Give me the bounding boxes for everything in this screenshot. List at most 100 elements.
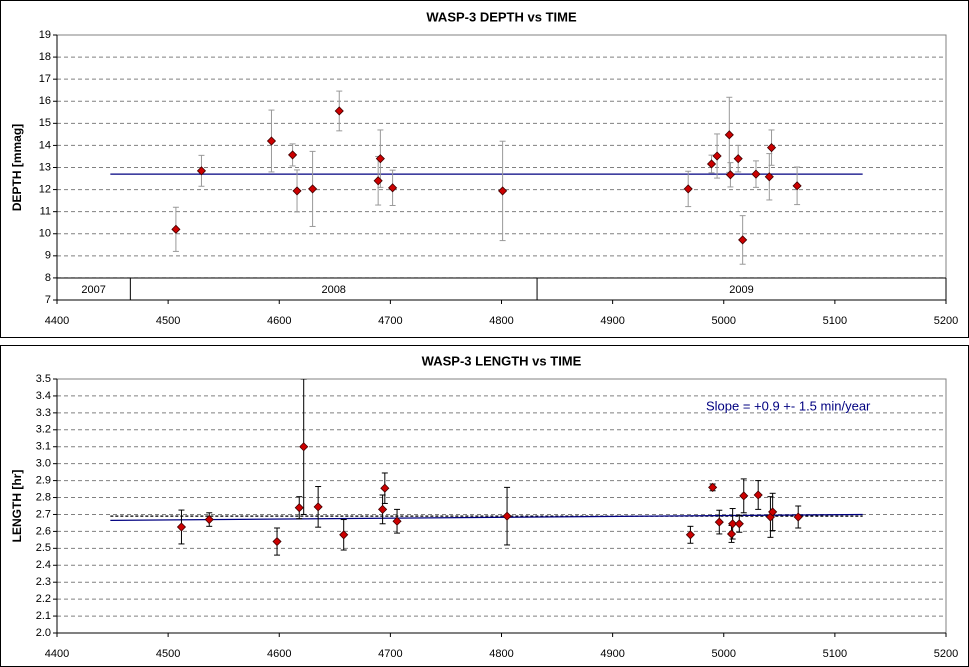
y-tick-label: 13: [39, 161, 51, 173]
data-point: [738, 235, 748, 245]
x-tick-label: 4900: [600, 315, 624, 327]
data-point: [388, 183, 398, 193]
y-tick-label: 16: [39, 95, 51, 107]
data-point: [766, 143, 777, 153]
data-point: [751, 169, 761, 179]
data-point: [725, 170, 735, 180]
y-tick-label: 2.7: [36, 508, 51, 520]
data-point: [726, 529, 737, 539]
year-label: 2007: [81, 284, 105, 296]
data-point: [724, 130, 734, 140]
data-point: [683, 184, 693, 194]
data-point: [204, 514, 214, 525]
data-point: [266, 136, 277, 146]
data-point: [378, 504, 388, 514]
y-tick-label: 10: [39, 228, 51, 240]
x-tick-label: 4500: [156, 648, 180, 660]
y-axis-label: DEPTH [mmag]: [10, 124, 24, 211]
x-tick-label: 5100: [823, 648, 847, 660]
data-point: [272, 536, 282, 547]
data-point: [753, 490, 763, 500]
data-point: [792, 181, 802, 191]
data-point: [739, 491, 749, 501]
x-tick-label: 4700: [378, 315, 402, 327]
data-point: [334, 106, 344, 116]
data-point: [288, 150, 298, 160]
chart-title: WASP-3 LENGTH vs TIME: [422, 353, 582, 368]
x-tick-label: 4400: [45, 648, 69, 660]
x-tick-label: 5000: [712, 315, 736, 327]
y-tick-label: 14: [39, 139, 51, 151]
data-point: [685, 530, 695, 540]
data-point: [733, 154, 743, 164]
x-tick-label: 4600: [267, 648, 291, 660]
y-tick-label: 3.5: [36, 373, 51, 385]
x-tick-label: 5000: [712, 648, 736, 660]
y-tick-label: 19: [39, 29, 51, 41]
data-point: [299, 442, 309, 452]
data-point: [764, 172, 774, 182]
y-tick-label: 3.4: [36, 390, 51, 402]
y-tick-label: 9: [45, 250, 51, 262]
data-point: [373, 176, 383, 186]
x-tick-label: 4800: [489, 315, 513, 327]
x-tick-label: 4700: [378, 648, 402, 660]
data-point: [392, 516, 402, 526]
y-tick-label: 7: [45, 294, 51, 306]
y-tick-label: 3.0: [36, 458, 51, 470]
y-tick-label: 2.1: [36, 610, 51, 622]
y-tick-label: 3.1: [36, 441, 51, 453]
data-point: [793, 512, 803, 522]
data-point: [176, 522, 187, 532]
y-tick-label: 2.2: [36, 593, 51, 605]
data-point: [708, 482, 718, 492]
year-label: 2008: [321, 284, 345, 296]
data-point: [714, 517, 724, 527]
x-tick-label: 4600: [267, 315, 291, 327]
y-tick-label: 12: [39, 183, 51, 195]
plot-area: [56, 378, 947, 634]
y-axis-label: LENGTH [hr]: [10, 470, 24, 543]
data-point: [292, 186, 302, 196]
x-tick-label: 4500: [156, 315, 180, 327]
x-tick-label: 5100: [823, 315, 847, 327]
data-point: [313, 502, 323, 512]
chart-title: WASP-3 DEPTH vs TIME: [426, 9, 577, 24]
y-tick-label: 17: [39, 73, 51, 85]
y-tick-label: 8: [45, 272, 51, 284]
y-tick-label: 2.6: [36, 525, 51, 537]
y-tick-label: 2.9: [36, 475, 51, 487]
data-point: [294, 503, 304, 513]
year-label: 2009: [729, 284, 753, 296]
data-point: [380, 483, 390, 493]
data-point: [768, 507, 778, 517]
y-tick-label: 2.5: [36, 542, 51, 554]
y-tick-label: 3.3: [36, 407, 51, 419]
y-tick-label: 3.2: [36, 424, 51, 436]
data-point: [502, 511, 512, 521]
y-tick-label: 2.4: [36, 559, 51, 571]
data-point: [734, 519, 744, 529]
y-tick-label: 15: [39, 117, 51, 129]
data-point: [171, 224, 181, 234]
x-tick-label: 5200: [934, 648, 958, 660]
data-point: [375, 154, 385, 164]
data-point: [196, 166, 207, 176]
data-point: [728, 519, 738, 529]
data-point: [308, 184, 318, 194]
y-tick-label: 2.0: [36, 627, 51, 639]
x-tick-label: 4900: [600, 648, 624, 660]
y-tick-label: 18: [39, 51, 51, 63]
x-tick-label: 4800: [489, 648, 513, 660]
data-point: [498, 186, 508, 196]
data-point: [339, 530, 349, 540]
x-tick-label: 4400: [45, 315, 69, 327]
y-tick-label: 2.8: [36, 491, 51, 503]
y-tick-label: 11: [40, 206, 51, 218]
data-point: [706, 159, 717, 169]
data-point: [712, 151, 722, 161]
x-tick-label: 5200: [934, 315, 958, 327]
annotation: Slope = +0.9 +- 1.5 min/year: [706, 398, 871, 413]
y-tick-label: 2.3: [36, 576, 51, 588]
